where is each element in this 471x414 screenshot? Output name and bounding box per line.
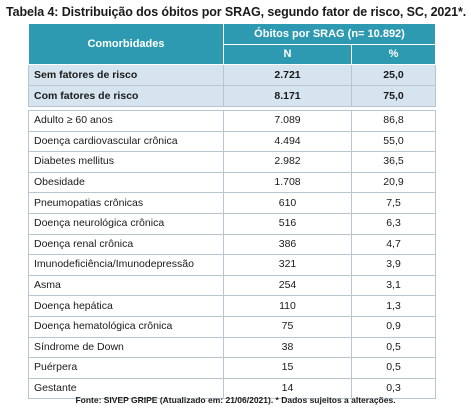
row-n: 2.982 [223, 151, 352, 173]
row-pct: 3,9 [350, 254, 437, 276]
summary-row: Sem fatores de risco 2.721 25,0 [28, 64, 437, 86]
column-header-obitos: Óbitos por SRAG (n= 10.892) [222, 23, 437, 45]
row-spacer [28, 106, 436, 111]
row-label: Doença neurológica crônica [28, 212, 224, 235]
table-row: Pneumopatias crônicas 610 7,5 [28, 192, 437, 214]
row-n: 7.089 [223, 110, 352, 132]
row-pct: 20,9 [350, 171, 437, 194]
row-n: 1.708 [223, 171, 352, 194]
row-pct: 36,5 [350, 151, 437, 173]
column-header-comorbidades: Comorbidades [28, 23, 224, 65]
table-title: Tabela 4: Distribuição dos óbitos por SR… [6, 5, 467, 19]
row-pct: 0,5 [350, 357, 437, 379]
row-label: Imunodeficiência/Imunodepressão [28, 254, 224, 276]
row-label: Doença hepática [28, 295, 224, 317]
row-n: 38 [223, 336, 352, 359]
row-label: Puérpera [28, 357, 224, 379]
row-n: 75 [223, 315, 352, 338]
row-label: Adulto ≥ 60 anos [28, 110, 224, 132]
row-n: 8.171 [223, 85, 352, 107]
row-pct: 55,0 [350, 130, 437, 153]
row-label: Com fatores de risco [28, 85, 224, 107]
table-row: Doença renal crônica 386 4,7 [28, 233, 437, 256]
row-pct: 0,9 [350, 315, 437, 338]
comorbidities-table: Comorbidades Óbitos por SRAG (n= 10.892)… [28, 23, 437, 400]
row-n: 516 [223, 212, 352, 235]
row-pct: 86,8 [350, 110, 437, 132]
row-label: Gestante [28, 377, 224, 400]
table-row: Puérpera 15 0,5 [28, 357, 437, 379]
table-row: Adulto ≥ 60 anos 7.089 86,8 [28, 110, 437, 132]
table-row: Síndrome de Down 38 0,5 [28, 336, 437, 359]
row-pct: 4,7 [350, 233, 437, 256]
row-label: Asma [28, 274, 224, 297]
table-row: Imunodeficiência/Imunodepressão 321 3,9 [28, 254, 437, 276]
row-n: 321 [223, 254, 352, 276]
table-row: Obesidade 1.708 20,9 [28, 171, 437, 194]
table-row: Doença hematológica crônica 75 0,9 [28, 315, 437, 338]
row-pct: 25,0 [350, 64, 437, 86]
table-row: Doença hepática 110 1,3 [28, 295, 437, 317]
row-label: Pneumopatias crônicas [28, 192, 224, 214]
row-n: 4.494 [223, 130, 352, 153]
row-n: 254 [223, 274, 352, 297]
row-pct: 3,1 [350, 274, 437, 297]
row-pct: 7,5 [350, 192, 437, 214]
row-n: 15 [223, 357, 352, 379]
table-row: Diabetes mellitus 2.982 36,5 [28, 151, 437, 173]
row-label: Sem fatores de risco [28, 64, 224, 86]
row-n: 610 [223, 192, 352, 214]
table-row: Doença cardiovascular crônica 4.494 55,0 [28, 130, 437, 153]
column-header-pct: % [350, 43, 437, 65]
row-label: Doença renal crônica [28, 233, 224, 256]
row-label: Obesidade [28, 171, 224, 194]
table-row: Asma 254 3,1 [28, 274, 437, 297]
row-label: Doença hematológica crônica [28, 315, 224, 338]
row-n: 386 [223, 233, 352, 256]
row-pct: 0,3 [350, 377, 437, 400]
row-n: 2.721 [223, 64, 352, 86]
row-pct: 6,3 [350, 212, 437, 235]
row-n: 110 [223, 295, 352, 317]
table-row: Doença neurológica crônica 516 6,3 [28, 212, 437, 235]
row-label: Diabetes mellitus [28, 151, 224, 173]
row-pct: 75,0 [350, 85, 437, 107]
row-pct: 0,5 [350, 336, 437, 359]
table-row: Gestante 14 0,3 [28, 377, 437, 400]
row-label: Síndrome de Down [28, 336, 224, 359]
summary-row: Com fatores de risco 8.171 75,0 [28, 85, 437, 107]
row-pct: 1,3 [350, 295, 437, 317]
column-header-n: N [223, 43, 352, 65]
source-footnote: Fonte: SIVEP GRIPE (Atualizado em: 21/06… [75, 395, 396, 405]
row-label: Doença cardiovascular crônica [28, 130, 224, 153]
